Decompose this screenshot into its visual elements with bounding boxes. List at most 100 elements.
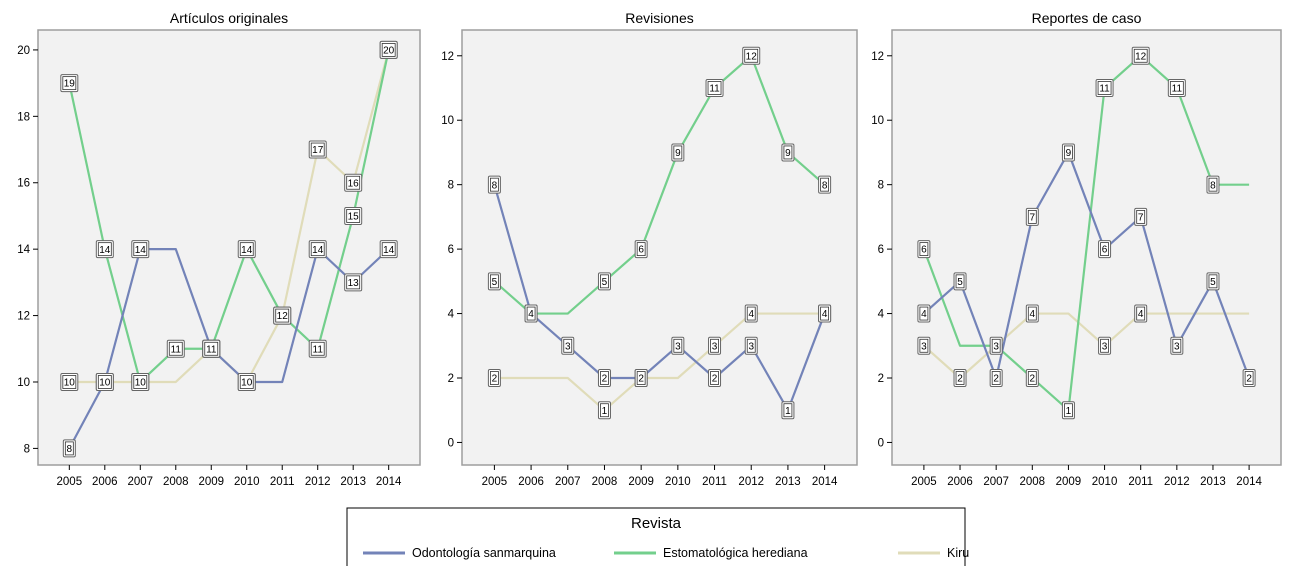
data-label-text: 3 — [993, 341, 999, 352]
data-label-estomatologica: 5 — [487, 272, 501, 291]
panel-title: Reportes de caso — [1032, 10, 1142, 26]
data-label-text: 8 — [492, 180, 498, 191]
x-tick-label: 2012 — [305, 476, 331, 488]
data-label-kiru: 3 — [917, 336, 931, 355]
data-label-text: 1 — [785, 406, 791, 417]
x-tick-label: 2010 — [665, 476, 691, 488]
data-label-estomatologica: 19 — [60, 74, 79, 93]
data-label-box — [919, 242, 929, 257]
data-label-kiru: 4 — [818, 304, 832, 323]
data-label-box — [310, 242, 325, 257]
data-label-box — [563, 338, 573, 353]
data-label-text: 2 — [957, 374, 963, 385]
data-label-box — [1133, 48, 1148, 63]
data-label-odontologia: 14 — [379, 240, 398, 259]
data-label-estomatologica: 9 — [781, 143, 795, 162]
y-tick-label: 8 — [878, 180, 884, 192]
data-label-text: 7 — [1030, 212, 1036, 223]
y-tick-label: 12 — [17, 311, 30, 323]
data-label-odontologia: 3 — [1170, 336, 1184, 355]
data-label-text: 5 — [1210, 277, 1216, 288]
data-label-box — [1097, 81, 1112, 95]
data-label-box — [820, 306, 830, 321]
data-label-box — [526, 306, 536, 321]
data-label-text: 2 — [1246, 374, 1252, 385]
y-tick-label: 16 — [17, 178, 30, 190]
data-label-text: 14 — [312, 245, 324, 256]
data-label-text: 5 — [957, 277, 963, 288]
legend-title: Revista — [631, 515, 682, 532]
data-label-estomatologica: 11 — [1095, 79, 1114, 97]
data-label-kiru: 10 — [60, 372, 79, 391]
data-label-text: 2 — [993, 374, 999, 385]
data-label-box — [636, 242, 646, 257]
data-label-box — [744, 48, 759, 63]
data-label-box — [991, 371, 1001, 385]
x-tick-label: 2008 — [1020, 476, 1046, 488]
data-label-text: 4 — [822, 309, 828, 320]
data-label-text: 15 — [348, 212, 360, 223]
x-tick-label: 2013 — [1200, 476, 1226, 488]
data-label-text: 2 — [712, 374, 718, 385]
data-label-estomatologica: 14 — [237, 240, 256, 259]
data-label-box — [1027, 371, 1037, 385]
x-tick-label: 2011 — [1128, 476, 1153, 488]
y-tick-label: 10 — [441, 115, 454, 127]
data-label-box — [600, 371, 609, 385]
y-tick-label: 14 — [17, 244, 30, 256]
data-label-text: 12 — [1135, 51, 1147, 62]
data-label-box — [673, 338, 683, 353]
data-label-odontologia: 14 — [308, 240, 327, 259]
y-tick-label: 4 — [878, 309, 885, 321]
x-tick-label: 2010 — [1092, 476, 1118, 488]
panel-title: Revisiones — [625, 10, 693, 26]
x-tick-label: 2007 — [983, 476, 1009, 488]
data-label-text: 2 — [1030, 374, 1036, 385]
data-label-box — [710, 338, 719, 353]
data-label-box — [1208, 177, 1218, 192]
data-label-text: 10 — [135, 378, 147, 389]
x-tick-label: 2013 — [340, 476, 366, 488]
data-label-box — [239, 242, 254, 257]
data-label-text: 11 — [1172, 84, 1183, 95]
data-label-box — [1027, 306, 1037, 321]
data-label-kiru: 11 — [202, 339, 221, 358]
data-label-text: 9 — [1066, 148, 1072, 159]
x-tick-label: 2014 — [812, 476, 838, 488]
data-label-text: 6 — [921, 245, 927, 256]
data-label-text: 14 — [135, 245, 147, 256]
x-tick-label: 2011 — [270, 476, 295, 488]
data-label-odontologia: 2 — [1242, 369, 1256, 387]
data-label-kiru: 3 — [1098, 336, 1112, 355]
data-label-text: 9 — [675, 148, 681, 159]
data-label-text: 11 — [1099, 84, 1110, 95]
data-label-odontologia: 7 — [1025, 207, 1039, 226]
data-label-estomatologica: 12 — [742, 46, 761, 65]
data-label-box — [97, 242, 112, 257]
data-label-box — [600, 274, 609, 289]
data-label-box — [1100, 338, 1109, 353]
data-label-estomatologica: 6 — [917, 240, 931, 259]
data-label-odontologia: 7 — [1134, 207, 1148, 226]
data-label-box — [1100, 242, 1109, 257]
data-label-text: 1 — [602, 406, 608, 417]
data-label-box — [955, 274, 965, 289]
data-label-box — [133, 242, 148, 257]
x-tick-label: 2005 — [482, 476, 508, 488]
x-tick-label: 2013 — [775, 476, 801, 488]
data-label-box — [919, 306, 929, 321]
data-label-text: 2 — [492, 374, 498, 385]
series-line-odontologia — [68, 248, 390, 449]
data-label-box — [1208, 274, 1218, 289]
data-label-text: 2 — [638, 374, 644, 385]
data-label-text: 16 — [348, 178, 360, 189]
y-tick-label: 12 — [441, 51, 454, 63]
data-label-text: 17 — [312, 145, 324, 156]
data-label-box — [168, 341, 183, 356]
data-label-estomatologica: 5 — [597, 272, 611, 291]
data-label-odontologia: 4 — [917, 304, 931, 323]
data-label-odontologia: 8 — [487, 175, 501, 194]
data-label-box — [1136, 209, 1146, 224]
